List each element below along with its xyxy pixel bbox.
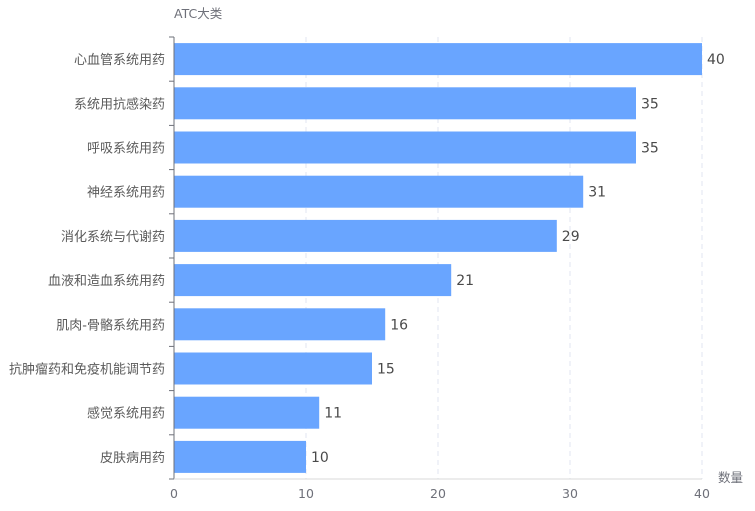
bar[interactable] — [174, 352, 372, 385]
data-label: 16 — [390, 317, 408, 333]
bar[interactable] — [174, 308, 386, 341]
category-label: 系统用抗感染药 — [74, 96, 165, 112]
label-layer: 0 10 20 30 40 心血管系统用药 40 系统用抗感染药 35 呼吸系统用药 35 神经系统用… — [9, 52, 725, 501]
bar[interactable] — [174, 264, 452, 297]
y-axis-name: ATC大类 — [174, 6, 223, 21]
category-label: 呼吸系统用药 — [87, 142, 165, 157]
category-label: 心血管系统用药 — [74, 53, 165, 68]
x-tick-label: 10 — [298, 486, 314, 501]
data-label: 21 — [456, 273, 474, 289]
category-label: 消化系统与代谢药 — [61, 229, 165, 245]
x-tick-label: 40 — [694, 486, 710, 501]
bar[interactable] — [174, 440, 306, 473]
bar[interactable] — [174, 219, 557, 252]
data-label: 40 — [707, 52, 725, 68]
bar[interactable] — [174, 87, 636, 120]
bar-layer — [174, 43, 702, 473]
data-label: 11 — [324, 406, 342, 422]
x-axis-name: 数量 — [718, 470, 743, 485]
category-label: 神经系统用药 — [87, 186, 165, 201]
category-label: 皮肤病用药 — [100, 451, 165, 466]
data-label: 29 — [562, 229, 580, 245]
bar[interactable] — [174, 43, 702, 76]
bar[interactable] — [174, 396, 320, 429]
x-tick-label: 0 — [170, 486, 178, 501]
axis-layer — [169, 36, 702, 480]
data-label: 15 — [377, 362, 395, 378]
data-label: 10 — [311, 450, 329, 466]
x-tick-label: 30 — [562, 486, 578, 501]
category-label: 血液和造血系统用药 — [48, 274, 165, 289]
category-label: 肌肉-骨骼系统用药 — [56, 317, 165, 333]
data-label: 31 — [588, 185, 606, 201]
data-label: 35 — [641, 96, 659, 112]
x-tick-label: 20 — [430, 486, 446, 501]
data-label: 35 — [641, 141, 659, 157]
category-label: 抗肿瘤药和免疫机能调节药 — [9, 362, 165, 378]
bar[interactable] — [174, 131, 636, 164]
category-label: 感觉系统用药 — [87, 406, 165, 422]
bar[interactable] — [174, 175, 584, 208]
